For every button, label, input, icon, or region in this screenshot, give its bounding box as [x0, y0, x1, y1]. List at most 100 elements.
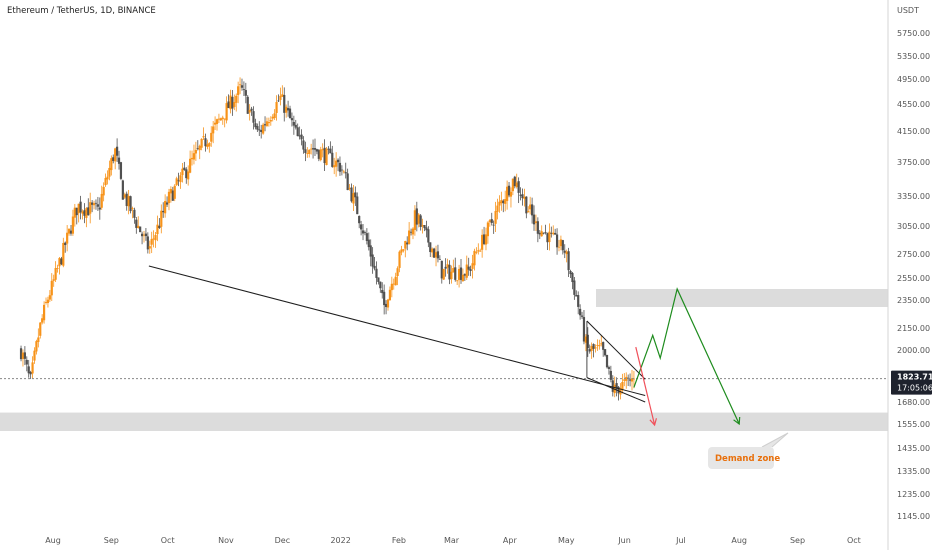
candle-body [121, 180, 124, 200]
candle-body [425, 227, 428, 231]
candle-body [550, 232, 553, 234]
zones-layer [0, 289, 888, 431]
candle-body [208, 143, 211, 147]
candle-body [217, 118, 221, 120]
candle [331, 145, 334, 168]
candle [555, 228, 559, 255]
candle-body [479, 250, 482, 252]
candle [66, 225, 69, 252]
candle [546, 232, 549, 250]
candle-body [104, 178, 107, 186]
candle [504, 190, 507, 212]
candle-body [244, 90, 247, 96]
candle-body [498, 201, 501, 206]
candle-body [85, 208, 88, 218]
candle [215, 118, 219, 131]
candle-body [394, 276, 397, 286]
candle-body [108, 167, 111, 177]
candle [571, 271, 574, 290]
candle [367, 232, 370, 251]
candle [513, 175, 516, 189]
candle [498, 195, 501, 213]
candle [279, 87, 282, 106]
candle [67, 228, 71, 236]
candle [356, 192, 359, 215]
candle [71, 209, 75, 236]
trendline-0 [148, 265, 646, 396]
candle-body [402, 249, 405, 251]
candle-body [429, 242, 432, 253]
candle-body [227, 101, 230, 108]
candle [33, 347, 36, 364]
candle [383, 284, 386, 315]
candle-body [206, 144, 209, 147]
candle-body [117, 157, 121, 164]
candle [373, 257, 376, 271]
candle-body [557, 246, 561, 248]
candle-body [602, 342, 605, 350]
candle [392, 278, 395, 290]
candle [94, 199, 98, 210]
candle [235, 93, 238, 112]
candle [440, 260, 443, 284]
candle-body [294, 124, 297, 128]
candle-body [139, 226, 142, 233]
price-tick-label: 2150.00 [897, 324, 930, 333]
candle-body [444, 266, 447, 269]
candle-body [413, 210, 416, 230]
candle [484, 227, 488, 251]
candle-body [565, 251, 568, 255]
candle-body [492, 224, 495, 226]
candle [425, 220, 428, 238]
candle-body [204, 138, 207, 147]
candle-body [335, 160, 338, 167]
candle [173, 184, 176, 202]
trendline-1 [586, 320, 646, 380]
candle [358, 215, 361, 229]
candle-body [160, 210, 163, 227]
candle-body [283, 95, 286, 113]
candle [171, 186, 174, 201]
candle-body [286, 108, 290, 111]
candle [258, 121, 261, 137]
time-tick-label: Apr [503, 536, 518, 545]
candle [477, 243, 480, 255]
candle-body [605, 354, 609, 368]
price-axis-panel[interactable] [888, 0, 932, 550]
candle [565, 249, 568, 263]
candle-body [438, 258, 441, 260]
candle [346, 168, 349, 191]
candle-body [511, 178, 514, 192]
candle [552, 225, 555, 236]
candle-body [536, 221, 539, 234]
candle [527, 206, 530, 213]
time-tick-label: Nov [218, 536, 234, 545]
candle-body [175, 178, 178, 185]
candle [486, 221, 490, 244]
candle-body [356, 196, 359, 215]
price-tick-label: 5350.00 [897, 52, 930, 61]
candle-body [319, 149, 322, 161]
candle [457, 264, 461, 288]
candle-body [342, 171, 345, 173]
candle [409, 228, 413, 236]
candle [465, 255, 468, 280]
candle-body [292, 122, 295, 126]
candle-body [110, 158, 113, 171]
candle-body [532, 214, 536, 225]
candle [54, 261, 57, 283]
candle [375, 261, 378, 285]
candle [609, 365, 612, 383]
candle-body [210, 132, 213, 142]
candle-body [44, 302, 48, 303]
candle-body [575, 294, 578, 297]
candle [98, 197, 101, 220]
candle-body [171, 190, 174, 201]
candle [152, 230, 155, 248]
candle-body [327, 148, 330, 150]
candle-body [269, 119, 272, 122]
candle [110, 155, 113, 176]
candle-body [596, 344, 599, 346]
last-price-value: 1823.71 [897, 373, 932, 382]
